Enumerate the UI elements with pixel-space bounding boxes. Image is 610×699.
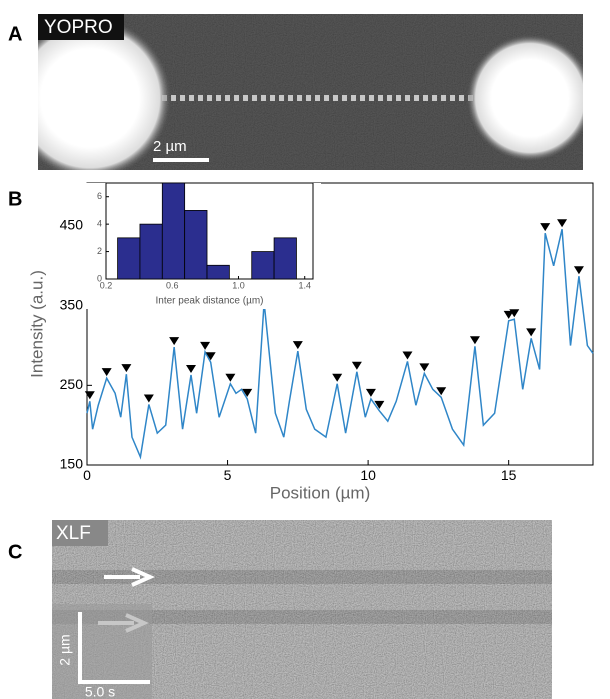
peak-marker <box>526 328 537 337</box>
peak-marker <box>205 352 216 361</box>
x-tick-label: 0 <box>83 467 91 483</box>
histogram-bar <box>273 237 297 280</box>
peak-marker <box>292 341 303 350</box>
scale-bar <box>153 158 209 162</box>
histogram-bar <box>251 251 275 280</box>
peak-marker <box>225 373 236 382</box>
y-tick-label: 2 <box>97 246 102 256</box>
y-axis-title: Intensity (a.u.) <box>27 270 46 378</box>
peak-marker <box>84 391 95 400</box>
scale-label: 5.0 s <box>85 684 115 699</box>
x-tick-label: 0.6 <box>166 281 179 291</box>
tag-box <box>38 14 124 40</box>
histogram-bar <box>139 223 163 280</box>
chart: 0 5 10 15 150 250 350 450 Intensity (a.u.) Positi… <box>27 182 594 502</box>
peak-marker <box>242 388 253 397</box>
x-tick-label: 15 <box>501 467 517 483</box>
image-tag: YOPRO <box>44 17 113 38</box>
peak-marker <box>557 219 568 228</box>
y-tick-label: 6 <box>97 191 102 201</box>
arrows <box>98 567 155 633</box>
peak-marker <box>469 336 480 345</box>
y-tick-label: 450 <box>60 217 84 233</box>
y-tick-label: 150 <box>60 456 84 472</box>
peak-marker <box>351 361 362 370</box>
peak-marker <box>169 337 180 346</box>
histogram-bar <box>117 237 141 280</box>
peak-marker <box>419 363 430 372</box>
x-axis-title: Inter peak distance (µm) <box>155 296 263 307</box>
peak-marker <box>186 364 197 373</box>
peak-marker <box>101 368 112 377</box>
histogram-bar <box>206 264 230 280</box>
peak-marker <box>573 266 584 275</box>
x-tick-label: 5 <box>224 467 232 483</box>
x-tick-label: 0.2 <box>100 281 113 291</box>
panel-letter: A <box>8 23 22 45</box>
peak-marker <box>402 351 413 360</box>
x-tick-label: 1.0 <box>232 281 245 291</box>
scale-label: 2 µm <box>57 634 73 665</box>
panel-letter: B <box>8 188 22 210</box>
image-tag: XLF <box>56 523 91 544</box>
line <box>86 229 594 460</box>
x-tick-label: 1.4 <box>298 281 311 291</box>
peak-marker <box>365 388 376 397</box>
y-tick-label: 4 <box>97 219 102 229</box>
y-tick-label: 350 <box>60 296 84 312</box>
panel-letter: C <box>8 541 22 563</box>
peak-marker <box>121 364 132 373</box>
peak-marker <box>200 341 211 350</box>
x-axis-title: Position (µm) <box>270 483 370 502</box>
y-tick-label: 0 <box>97 273 102 283</box>
tag-box <box>52 520 108 546</box>
scale-bar-label: 2 µm <box>153 138 187 155</box>
peak-marker <box>503 310 514 319</box>
peak-marker <box>332 373 343 382</box>
scale-bars <box>78 612 150 684</box>
microscopy-image <box>38 14 583 170</box>
x-tick-label: 10 <box>360 467 376 483</box>
histogram-bar <box>161 182 186 280</box>
peak-marker <box>509 309 520 318</box>
peak-marker <box>540 223 551 232</box>
peak-marker <box>143 394 154 403</box>
histogram-bar <box>184 210 208 280</box>
y-tick-label: 250 <box>60 376 84 392</box>
peak-marker <box>436 387 447 396</box>
peak-marker <box>374 400 385 409</box>
